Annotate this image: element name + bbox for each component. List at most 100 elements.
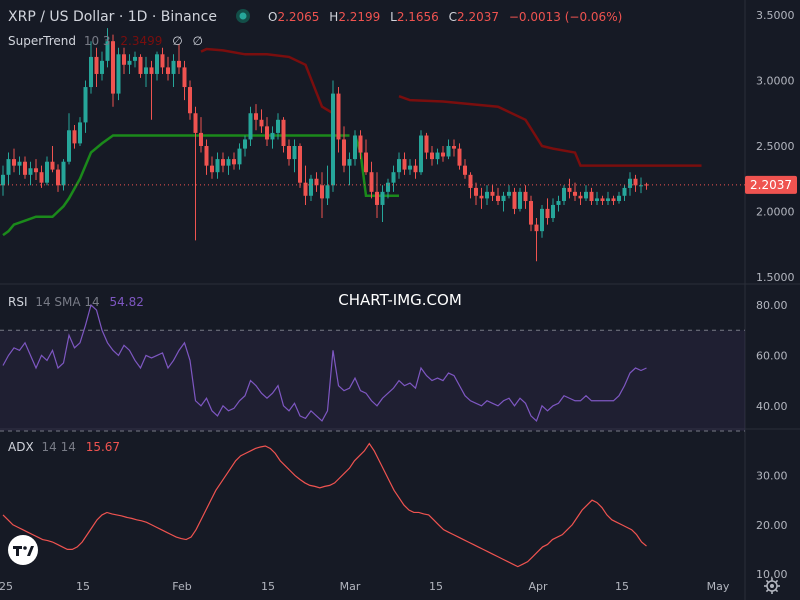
price-tick-label: 3.5000: [756, 9, 795, 22]
candle-body: [259, 119, 264, 127]
time-axis[interactable]: 25 15 Feb 15 Mar 15 Apr 15 May: [0, 580, 730, 593]
candle-body: [501, 195, 506, 202]
candle-body: [342, 139, 346, 166]
candle-body: [468, 174, 473, 188]
candle-body: [166, 67, 170, 74]
candle-body: [479, 195, 484, 199]
rsi-tick-label: 60.00: [756, 349, 788, 362]
candle-body: [397, 159, 401, 173]
candle-body: [105, 41, 110, 61]
adx-params: 14 14: [42, 440, 76, 454]
rsi-band: [0, 330, 745, 431]
candle-body: [116, 54, 121, 94]
supertrend-label: SuperTrend: [8, 34, 76, 48]
candle-body: [67, 130, 71, 162]
l-label: L: [390, 10, 397, 24]
candle-body: [534, 224, 539, 232]
symbol-title[interactable]: XRP / US Dollar · 1D · Binance: [8, 9, 217, 25]
candle-body: [138, 56, 143, 74]
candle-body: [325, 185, 330, 199]
supertrend-value: 2.3499: [120, 34, 162, 48]
candle-body: [292, 146, 297, 160]
candle-body: [303, 182, 308, 196]
candle-body: [188, 87, 192, 114]
rsi-tick-label: 80.00: [756, 299, 788, 312]
candle-body: [622, 187, 627, 196]
settings-gear-icon[interactable]: [764, 578, 780, 594]
supertrend-down-line-1: [200, 47, 334, 115]
candle-body: [226, 159, 231, 166]
supertrend-params: 10 3: [84, 34, 111, 48]
candle-body: [199, 132, 203, 146]
market-status-icon[interactable]: [239, 12, 247, 20]
candle-body: [628, 178, 632, 188]
price-axis[interactable]: 3.5000 3.0000 2.5000 2.0000 1.5000: [756, 9, 795, 284]
candle-body: [83, 87, 88, 123]
candle-body: [133, 56, 137, 61]
candle-body: [232, 159, 236, 165]
adx-tick-label: 30.00: [756, 470, 788, 483]
supertrend-legend[interactable]: SuperTrend 10 3 2.3499 ∅ ∅: [8, 34, 203, 48]
h-label: H: [329, 10, 338, 24]
adx-legend[interactable]: ADX 14 14 15.67: [8, 440, 120, 454]
candle-body: [248, 113, 253, 140]
candle-body: [424, 135, 429, 153]
candle-body: [369, 172, 374, 192]
candle-body: [276, 119, 280, 133]
candle-body: [100, 60, 104, 74]
candle-body: [375, 191, 379, 205]
change-value: −0.0013 (−0.06%): [509, 10, 622, 24]
o-label: O: [268, 10, 277, 24]
price-tick-label: 1.5000: [756, 271, 795, 284]
rsi-tick-label: 40.00: [756, 400, 788, 413]
candle-body: [94, 56, 99, 74]
candle-body: [182, 67, 187, 88]
candle-body: [567, 187, 572, 192]
tradingview-logo-icon[interactable]: [8, 535, 38, 565]
candle-body: [457, 148, 462, 166]
candle-body: [606, 198, 610, 202]
c-value: 2.2037: [457, 10, 499, 24]
candle-body: [644, 184, 649, 186]
candle-body: [485, 191, 489, 199]
rsi-legend[interactable]: RSI 14 SMA 14 54.82: [8, 295, 144, 309]
candle-body: [408, 165, 412, 170]
candle-body: [551, 204, 555, 219]
candle-body: [39, 172, 44, 183]
supertrend-lines: [2, 47, 702, 237]
time-tick-label: May: [707, 580, 730, 593]
adx-line: [2, 442, 647, 568]
candle-body: [298, 146, 302, 183]
candle-body: [50, 161, 55, 170]
candle-body: [89, 56, 93, 88]
candle-body: [45, 161, 49, 183]
candle-body: [309, 178, 313, 196]
candle-body: [573, 191, 577, 196]
candle-body: [430, 152, 434, 160]
candle-body: [391, 172, 396, 183]
candle-body: [34, 168, 38, 173]
candle-body: [23, 161, 27, 175]
candle-body: [243, 139, 247, 149]
rsi-label: RSI: [8, 295, 28, 309]
price-tick-label: 3.0000: [756, 75, 795, 88]
candle-body: [12, 159, 16, 166]
candle-body: [512, 191, 517, 209]
candle-body: [78, 122, 82, 144]
time-tick-label: Mar: [340, 580, 361, 593]
candle-body: [144, 67, 148, 74]
candle-body: [386, 182, 390, 192]
rsi-axis[interactable]: 80.00 60.00 40.00: [756, 299, 788, 413]
time-tick-label: 15: [429, 580, 443, 593]
adx-axis[interactable]: 30.00 20.00 10.00: [756, 470, 788, 581]
candle-body: [320, 185, 324, 199]
candle-body: [496, 195, 500, 202]
candle-body: [1, 174, 5, 186]
candle-body: [210, 165, 214, 173]
candle-body: [402, 159, 407, 170]
candle-body: [177, 60, 181, 68]
candle-body: [193, 113, 198, 133]
candle-body: [589, 191, 594, 202]
